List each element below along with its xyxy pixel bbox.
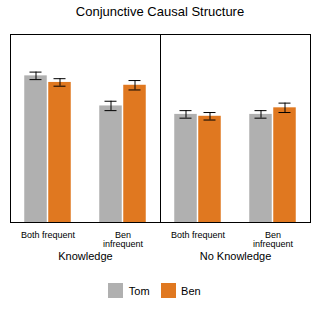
svg-text:No Knowledge: No Knowledge [200, 250, 272, 262]
svg-text:Beninfrequent: Beninfrequent [103, 230, 144, 249]
html-text:Ben: Ben [181, 284, 201, 297]
html-text:Conjunctive Causal Structure: Conjunctive Causal Structure [75, 4, 245, 19]
svg-text:Beninfrequent: Beninfrequent [253, 230, 294, 249]
html-text:Tom: Tom [128, 284, 150, 297]
svg-text:Knowledge: Knowledge [58, 250, 112, 262]
svg-text:Both frequent: Both frequent [21, 230, 76, 240]
svg-text:Both frequent: Both frequent [171, 230, 226, 240]
